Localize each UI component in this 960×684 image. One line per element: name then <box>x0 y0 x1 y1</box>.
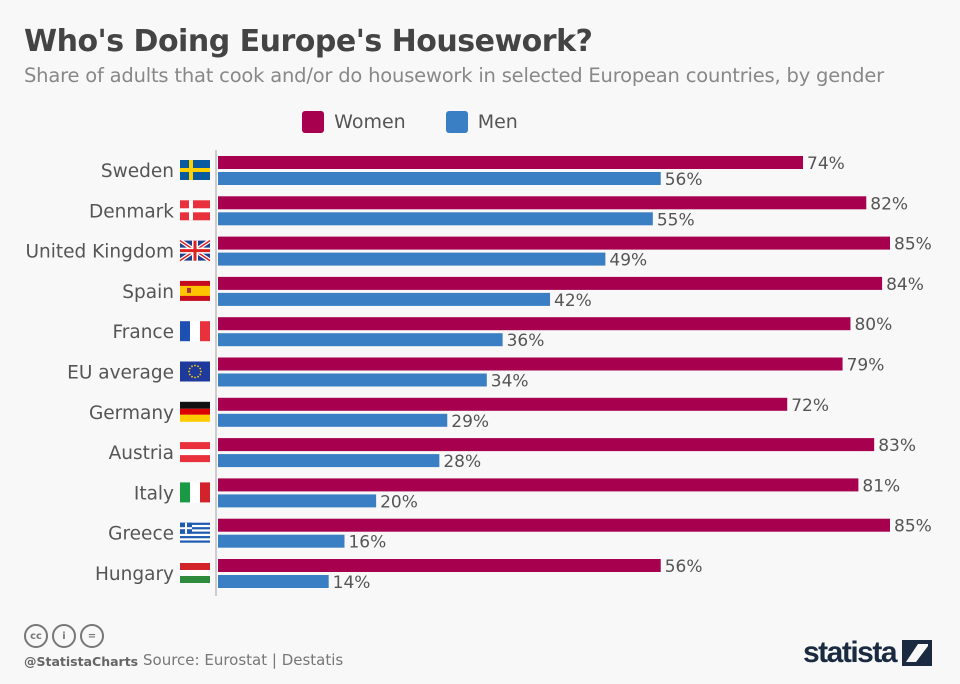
bar-women <box>218 156 804 169</box>
bar-women <box>218 559 661 572</box>
bar-men <box>218 454 440 468</box>
cc-icon: cc <box>24 624 48 648</box>
value-label-men: 49% <box>609 251 647 271</box>
category-label: Denmark <box>89 201 174 222</box>
chart-title: Who's Doing Europe's Housework? <box>24 24 593 59</box>
value-label-men: 16% <box>348 533 386 553</box>
value-label-women: 79% <box>847 356 885 376</box>
bar-women <box>218 236 890 250</box>
category-label: Germany <box>89 403 174 424</box>
nd-icon: = <box>80 624 104 648</box>
bar-men <box>218 172 661 185</box>
bar-women <box>218 518 890 532</box>
value-label-women: 81% <box>862 476 900 496</box>
italy-flag-icon <box>180 482 210 503</box>
value-label-women: 80% <box>854 315 892 335</box>
category-label: Greece <box>108 524 174 545</box>
bar-men <box>218 252 606 266</box>
legend-item-men: Men <box>445 111 518 133</box>
value-label-men: 42% <box>554 291 592 311</box>
bar-men <box>218 534 345 548</box>
value-label-women: 74% <box>807 154 845 174</box>
austria-flag-icon <box>180 442 210 463</box>
license-icons: cc i = <box>24 624 104 648</box>
legend-swatch-men <box>445 111 468 133</box>
category-label: Italy <box>134 483 174 504</box>
bar-women <box>218 357 843 371</box>
value-label-women: 84% <box>886 275 924 295</box>
statista-logo-icon <box>902 640 933 666</box>
by-icon: i <box>52 624 76 648</box>
sweden-flag-icon <box>180 160 210 180</box>
legend-swatch-women <box>302 111 325 133</box>
hungary-flag-icon <box>180 563 210 583</box>
category-label: France <box>112 322 174 343</box>
category-label: United Kingdom <box>26 242 175 263</box>
bar-men <box>218 373 487 387</box>
bar-women <box>218 196 867 210</box>
bar-women <box>218 317 851 331</box>
value-label-men: 55% <box>657 210 695 230</box>
bar-men <box>218 212 653 226</box>
statista-logo[interactable]: statista <box>803 636 933 670</box>
value-label-women: 85% <box>894 517 932 537</box>
legend: Women Men <box>0 111 960 133</box>
category-label: Hungary <box>95 564 174 585</box>
value-label-men: 36% <box>507 331 545 351</box>
uk-flag-icon <box>178 238 212 263</box>
france-flag-icon <box>180 321 210 342</box>
footer-source: Source: Eurostat | Destatis <box>143 651 344 669</box>
denmark-flag-icon <box>180 200 210 221</box>
value-label-women: 72% <box>791 396 829 416</box>
value-label-men: 14% <box>333 573 371 593</box>
legend-label-women: Women <box>334 111 406 133</box>
category-label: Sweden <box>101 161 174 182</box>
category-label: EU average <box>67 363 174 384</box>
eu-flag-icon <box>180 361 210 382</box>
category-label: Austria <box>109 443 174 464</box>
bar-men <box>218 575 329 588</box>
chart-subtitle: Share of adults that cook and/or do hous… <box>24 64 884 87</box>
bar-women <box>218 478 859 492</box>
value-label-women: 82% <box>870 194 908 214</box>
spain-flag-icon <box>180 280 210 301</box>
bar-men <box>218 413 448 427</box>
value-label-women: 56% <box>665 557 703 577</box>
germany-flag-icon <box>180 401 210 422</box>
legend-label-men: Men <box>477 111 518 133</box>
greece-flag-icon <box>180 522 210 543</box>
bar-men <box>218 494 377 508</box>
footer-handle: @StatistaCharts <box>24 654 139 669</box>
bar-women <box>218 276 883 290</box>
value-label-women: 85% <box>894 235 932 255</box>
value-label-women: 83% <box>878 436 916 456</box>
bar-men <box>218 292 551 306</box>
bar-women <box>218 438 875 452</box>
bar-men <box>218 333 503 347</box>
bar-women <box>218 397 788 411</box>
category-label: Spain <box>122 282 174 303</box>
value-label-men: 56% <box>665 170 703 190</box>
value-label-men: 28% <box>443 452 481 472</box>
value-label-men: 20% <box>380 492 418 512</box>
value-label-men: 29% <box>451 412 489 432</box>
logo-text: statista <box>803 636 898 669</box>
legend-item-women: Women <box>302 111 406 133</box>
value-label-men: 34% <box>491 372 529 392</box>
